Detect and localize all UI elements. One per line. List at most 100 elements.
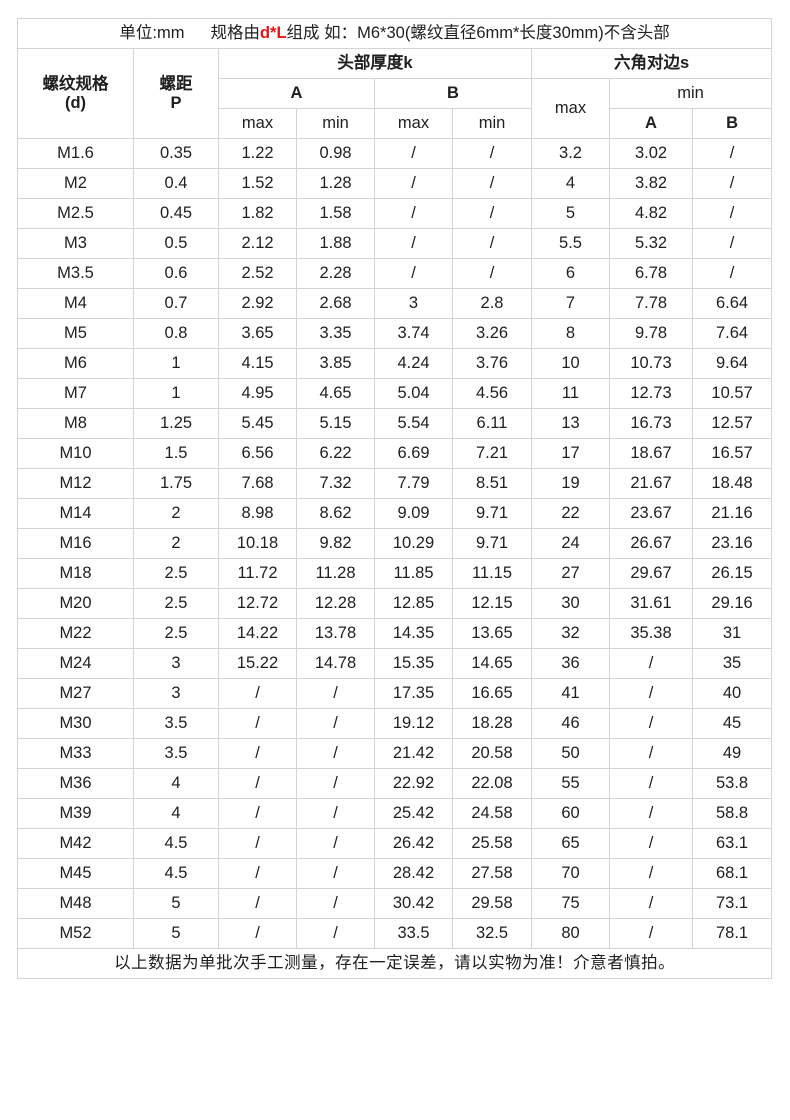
table-cell: 73.1 — [691, 888, 773, 919]
table-cell: 13.78 — [296, 618, 375, 649]
table-cell: 6.78 — [609, 258, 693, 289]
table-cell: / — [218, 798, 297, 829]
table-row: M42 4.5//26.42 25.58 65/63.1 — [17, 828, 773, 859]
table-cell: / — [296, 888, 375, 919]
table-cell: 1.58 — [296, 198, 375, 229]
table-cell: 10.57 — [691, 378, 773, 409]
table-cell: 4 — [133, 768, 219, 799]
table-cell: 2.68 — [296, 288, 375, 319]
table-cell: 1 — [133, 378, 219, 409]
table-cell: / — [452, 258, 532, 289]
table-cell: 10.29 — [374, 528, 453, 559]
table-title: 单位:mm 规格由d*L组成 如：M6*30(螺纹直径6mm*长度30mm)不含头… — [16, 18, 773, 49]
table-row: M20 2.5 12.72 12.28 12.85 12.15 30 31.61 29.16 — [17, 588, 773, 619]
table-cell: 18.67 — [609, 438, 693, 469]
header-k-subgroup-a: A — [218, 78, 375, 109]
table-cell: 26.15 — [691, 558, 773, 589]
cell-thread-spec: M30 — [17, 708, 134, 739]
table-cell: / — [218, 888, 297, 919]
table-cell: 28.42 — [374, 858, 453, 889]
table-cell: 2.12 — [218, 228, 297, 259]
table-cell: / — [609, 888, 693, 919]
table-cell: 4.82 — [609, 198, 693, 229]
table-cell: 7.68 — [218, 468, 297, 499]
table-cell: 15.22 — [218, 648, 297, 679]
table-cell: 0.6 — [133, 258, 219, 289]
table-cell: 3.02 — [609, 138, 693, 169]
table-row: M5 0.8 3.65 3.35 3.74 3.26 8 9.78 7.64 — [17, 318, 773, 349]
table-cell: / — [691, 258, 773, 289]
table-cell: / — [296, 918, 375, 949]
table-cell: 18.28 — [452, 708, 532, 739]
table-cell: 1.82 — [218, 198, 297, 229]
table-cell: 2 — [133, 528, 219, 559]
table-cell: / — [218, 828, 297, 859]
table-cell: 0.7 — [133, 288, 219, 319]
table-cell: 3 — [374, 288, 453, 319]
table-cell: / — [296, 738, 375, 769]
table-cell: 12.15 — [452, 588, 532, 619]
table-cell: 1.75 — [133, 468, 219, 499]
table-cell: 36 — [531, 648, 610, 679]
header-pitch-main: 螺距 — [159, 74, 193, 93]
table-cell: 4.56 — [452, 378, 532, 409]
table-cell: 12.28 — [296, 588, 375, 619]
table-cell: 5 — [531, 198, 610, 229]
cell-thread-spec: M2.5 — [17, 198, 134, 229]
table-cell: 21.67 — [609, 468, 693, 499]
header-s-min-b: B — [691, 108, 773, 139]
table-cell: 3.2 — [531, 138, 610, 169]
header-s-min: min — [608, 78, 773, 109]
table-cell: 26.42 — [374, 828, 453, 859]
table-row: M48 5//30.42 29.58 75/73.1 — [17, 888, 773, 919]
table-cell: 60 — [531, 798, 610, 829]
table-cell: 30 — [531, 588, 610, 619]
table-cell: 6.11 — [452, 408, 532, 439]
table-cell: 16.57 — [691, 438, 773, 469]
header-thread-spec: 螺纹规格 (d) — [17, 48, 134, 139]
table-cell: 9.78 — [609, 318, 693, 349]
cell-thread-spec: M4 — [17, 288, 134, 319]
table-cell: 10.18 — [218, 528, 297, 559]
table-row: M1.6 0.35 1.22 0.98//3.2 3.02/ — [17, 138, 773, 169]
table-cell: / — [691, 198, 773, 229]
table-row: M14 2 8.98 8.62 9.09 9.71 22 23.67 21.16 — [17, 498, 773, 529]
footer-note: 以上数据为单批次手工测量，存在一定误差，请以实物为准！介意者慎拍。 — [16, 948, 773, 979]
table-cell: 29.67 — [609, 558, 693, 589]
table-cell: 1.28 — [296, 168, 375, 199]
table-row: M2.5 0.45 1.82 1.58//5 4.82/ — [17, 198, 773, 229]
table-cell: 2 — [133, 498, 219, 529]
cell-thread-spec: M14 — [17, 498, 134, 529]
table-row: M22 2.5 14.22 13.78 14.35 13.65 32 35.38 31 — [17, 618, 773, 649]
table-cell: 2.28 — [296, 258, 375, 289]
table-cell: 5.54 — [374, 408, 453, 439]
cell-thread-spec: M16 — [17, 528, 134, 559]
table-cell: 46 — [531, 708, 610, 739]
table-cell: / — [609, 828, 693, 859]
table-cell: 19.12 — [374, 708, 453, 739]
table-row: M24 3 15.22 14.78 15.35 14.65 36/35 — [17, 648, 773, 679]
table-cell: 16.73 — [609, 408, 693, 439]
table-cell: / — [296, 678, 375, 709]
table-cell: 70 — [531, 858, 610, 889]
header-row-2: A B max min — [18, 78, 773, 139]
cell-thread-spec: M36 — [17, 768, 134, 799]
table-cell: / — [218, 918, 297, 949]
table-cell: / — [452, 138, 532, 169]
table-cell: / — [296, 768, 375, 799]
cell-thread-spec: M2 — [17, 168, 134, 199]
table-cell: 6 — [531, 258, 610, 289]
table-cell: 13 — [531, 408, 610, 439]
cell-thread-spec: M22 — [17, 618, 134, 649]
table-row: M6 1 4.15 3.85 4.24 3.76 10 10.73 9.64 — [17, 348, 773, 379]
cell-thread-spec: M33 — [17, 738, 134, 769]
table-cell: 20.58 — [452, 738, 532, 769]
table-cell: / — [452, 198, 532, 229]
table-cell: 75 — [531, 888, 610, 919]
table-cell: 78.1 — [691, 918, 773, 949]
table-cell: 0.98 — [296, 138, 375, 169]
table-cell: 0.45 — [133, 198, 219, 229]
table-cell: 7.78 — [609, 288, 693, 319]
table-cell: 21.42 — [374, 738, 453, 769]
table-cell: 4.95 — [218, 378, 297, 409]
